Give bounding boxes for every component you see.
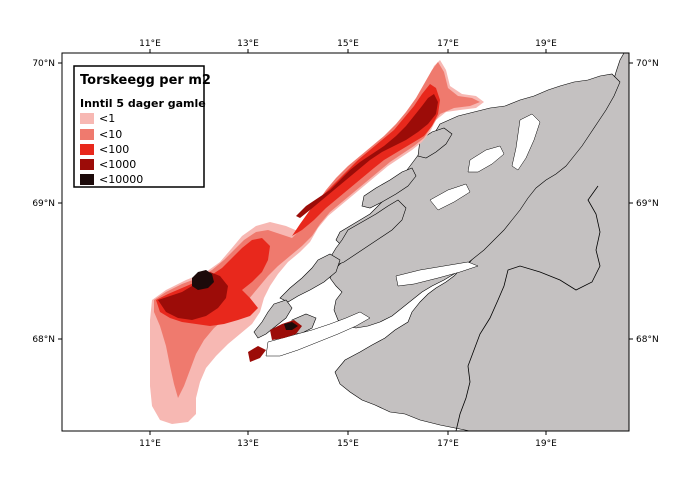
legend-label-lt1: <1 — [99, 112, 115, 125]
top-lon-labels: 11°E 13°E 15°E 17°E 19°E — [139, 39, 557, 49]
island-lofoten-2 — [253, 299, 293, 339]
fjord-vestfjorden — [265, 311, 371, 357]
map-area — [62, 53, 629, 431]
bottom-lon-labels: 11°E 13°E 15°E 17°E 19°E — [139, 439, 557, 449]
legend-swatch-lt1 — [80, 113, 94, 124]
legend-label-lt10: <10 — [99, 128, 122, 141]
legend-swatch-lt10 — [80, 129, 94, 140]
legend-swatch-lt100 — [80, 144, 94, 155]
national-border — [455, 185, 601, 431]
lon-label-19e-bottom: 19°E — [535, 439, 557, 449]
lon-label-11e-top: 11°E — [139, 39, 161, 49]
island-lofoten-1 — [279, 253, 341, 303]
fjord-ofoten — [395, 261, 479, 287]
lat-label-68n-left: 68°N — [32, 335, 55, 345]
egg-class-lt1000 — [158, 94, 438, 362]
legend-swatch-lt10000 — [80, 174, 94, 185]
egg-class-lt10000 — [192, 270, 298, 330]
legend-swatch-lt1000 — [80, 159, 94, 170]
lat-label-69n-left: 69°N — [32, 199, 55, 209]
legend-label-lt10000: <10000 — [99, 173, 143, 186]
lat-label-70n-right: 70°N — [636, 59, 659, 69]
fjord-malangen — [429, 183, 471, 211]
lat-label-70n-left: 70°N — [32, 59, 55, 69]
coastal-land — [329, 73, 621, 329]
left-lat-labels: 70°N 69°N 68°N — [32, 59, 55, 345]
egg-class-lt100 — [156, 84, 440, 326]
legend-subtitle: Inntil 5 dager gamle — [80, 97, 206, 110]
lon-label-13e-top: 13°E — [237, 39, 259, 49]
lon-label-15e-bottom: 15°E — [337, 439, 359, 449]
island-senja — [417, 127, 453, 159]
lon-label-19e-top: 19°E — [535, 39, 557, 49]
lon-label-13e-bottom: 13°E — [237, 439, 259, 449]
legend-title: Torskeegg per m2 — [80, 73, 211, 88]
legend-label-lt100: <100 — [99, 143, 129, 156]
right-lat-labels: 70°N 69°N 68°N — [636, 59, 659, 345]
lon-label-17e-top: 17°E — [437, 39, 459, 49]
fjord-lyngen — [511, 113, 541, 171]
fjord-balsfjord — [467, 145, 505, 173]
tick-marks — [58, 49, 633, 435]
island-vesteralen — [361, 167, 417, 209]
lon-label-15e-top: 15°E — [337, 39, 359, 49]
legend-box — [73, 65, 205, 188]
legend: Torskeegg per m2 Inntil 5 dager gamle <1… — [73, 65, 211, 188]
island-hinnoya — [329, 199, 407, 267]
lat-label-68n-right: 68°N — [636, 335, 659, 345]
lon-label-11e-bottom: 11°E — [139, 439, 161, 449]
legend-label-lt1000: <1000 — [99, 158, 136, 171]
map-frame — [61, 52, 630, 432]
lat-label-69n-right: 69°N — [636, 199, 659, 209]
lon-label-17e-bottom: 17°E — [437, 439, 459, 449]
